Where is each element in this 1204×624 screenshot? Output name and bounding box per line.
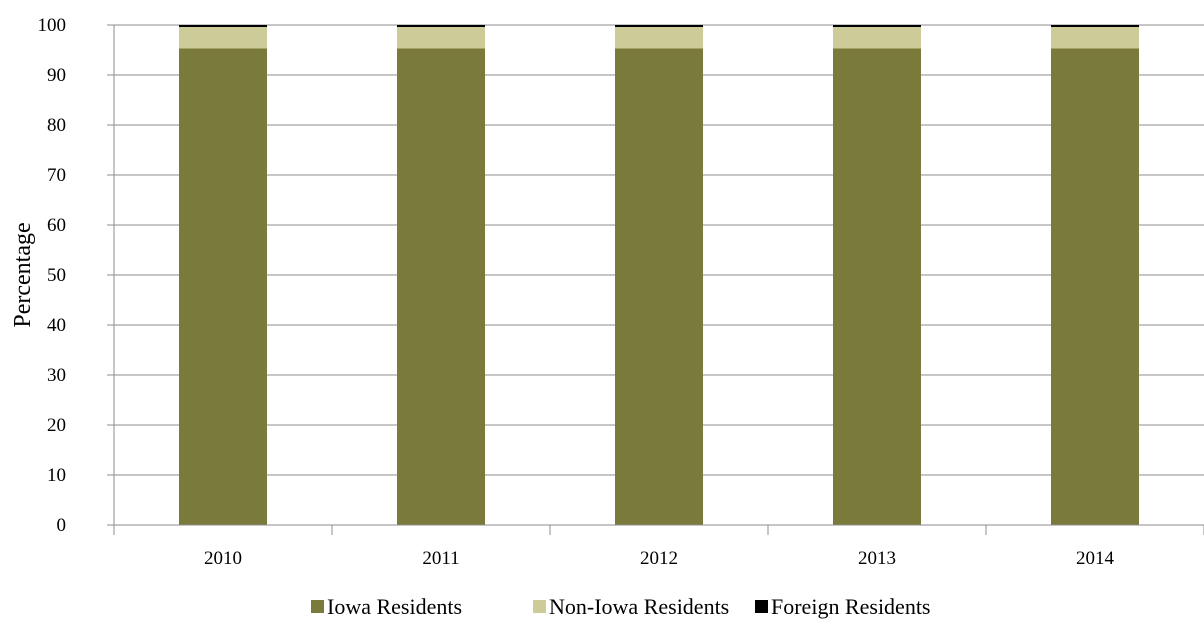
bar-2011-foreign-residents (397, 25, 485, 27)
bar-2013-non-iowa-residents (833, 27, 921, 49)
bar-2013-foreign-residents (833, 25, 921, 27)
y-tick-label-50: 50 (47, 265, 66, 286)
legend-label-iowa-residents: Iowa Residents (327, 594, 462, 619)
y-tick-label-10: 10 (47, 465, 66, 486)
y-tick-label-90: 90 (47, 65, 66, 86)
bars (179, 25, 1139, 525)
bar-2010-non-iowa-residents (179, 27, 267, 49)
y-tick-labels: 0 10 20 30 40 50 60 70 80 90 100 (38, 15, 67, 536)
bar-2010-foreign-residents (179, 25, 267, 27)
legend-swatch-foreign-residents (755, 600, 768, 613)
legend-label-foreign-residents: Foreign Residents (771, 594, 931, 619)
x-tick-label-2010: 2010 (204, 548, 242, 569)
bar-2012-non-iowa-residents (615, 27, 703, 49)
legend-swatch-non-iowa-residents (533, 600, 546, 613)
x-tick-labels: 2010 2011 2012 2013 2014 (204, 548, 1115, 569)
y-tick-label-20: 20 (47, 415, 66, 436)
y-tick-label-80: 80 (47, 115, 66, 136)
bar-2012-iowa-residents (615, 48, 703, 525)
x-tick-label-2011: 2011 (422, 548, 459, 569)
x-tick-label-2014: 2014 (1076, 548, 1115, 569)
bar-2013-iowa-residents (833, 48, 921, 525)
y-tick-label-70: 70 (47, 165, 66, 186)
x-tick-label-2012: 2012 (640, 548, 678, 569)
y-axis-label: Percentage (10, 222, 36, 327)
bar-2014-foreign-residents (1051, 25, 1139, 27)
legend: Iowa Residents Non-Iowa Residents Foreign … (311, 594, 931, 619)
bar-2014-non-iowa-residents (1051, 27, 1139, 49)
legend-swatch-iowa-residents (311, 600, 324, 613)
bar-2011-non-iowa-residents (397, 27, 485, 49)
x-tick-label-2013: 2013 (858, 548, 896, 569)
axes (107, 24, 1204, 535)
y-tick-label-100: 100 (38, 15, 67, 36)
legend-label-non-iowa-residents: Non-Iowa Residents (549, 594, 729, 619)
bar-2014-iowa-residents (1051, 48, 1139, 525)
y-tick-label-60: 60 (47, 215, 66, 236)
y-tick-label-0: 0 (57, 515, 67, 536)
bar-2011-iowa-residents (397, 48, 485, 525)
y-tick-label-40: 40 (47, 315, 66, 336)
bar-2012-foreign-residents (615, 25, 703, 27)
y-tick-label-30: 30 (47, 365, 66, 386)
bar-2010-iowa-residents (179, 48, 267, 525)
